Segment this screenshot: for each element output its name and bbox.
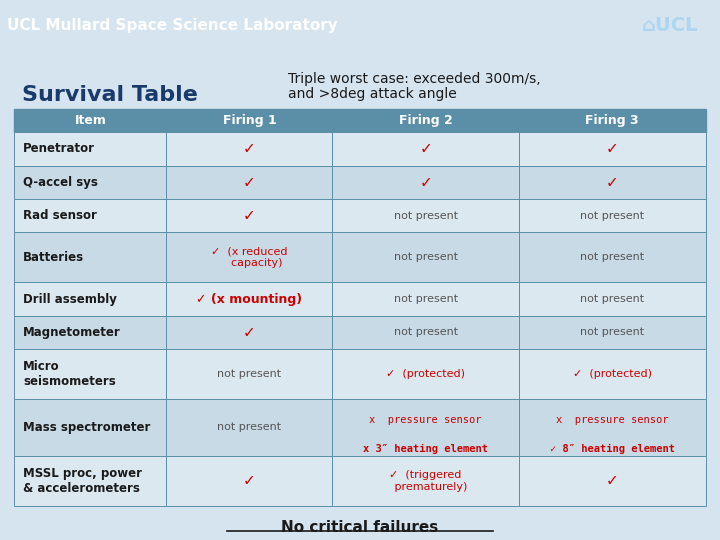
- FancyBboxPatch shape: [333, 399, 519, 456]
- Text: MSSL proc, power
& accelerometers: MSSL proc, power & accelerometers: [23, 467, 142, 495]
- Text: x 3″ heating element: x 3″ heating element: [363, 443, 488, 454]
- FancyBboxPatch shape: [333, 456, 519, 506]
- Text: and >8deg attack angle: and >8deg attack angle: [288, 87, 456, 101]
- Text: ✓: ✓: [419, 141, 432, 157]
- Text: UCL Mullard Space Science Laboratory: UCL Mullard Space Science Laboratory: [7, 18, 338, 32]
- FancyBboxPatch shape: [519, 349, 706, 399]
- Text: x  pressure sensor: x pressure sensor: [369, 415, 482, 426]
- FancyBboxPatch shape: [333, 349, 519, 399]
- FancyBboxPatch shape: [166, 132, 333, 166]
- Text: ⌂UCL: ⌂UCL: [642, 16, 698, 35]
- FancyBboxPatch shape: [166, 282, 333, 316]
- FancyBboxPatch shape: [14, 456, 166, 506]
- FancyBboxPatch shape: [14, 109, 166, 132]
- Text: ✓: ✓: [243, 208, 256, 223]
- Text: not present: not present: [394, 294, 458, 304]
- FancyBboxPatch shape: [333, 199, 519, 232]
- Text: Penetrator: Penetrator: [23, 143, 95, 156]
- Text: not present: not present: [580, 211, 644, 221]
- Text: not present: not present: [580, 252, 644, 262]
- FancyBboxPatch shape: [166, 456, 333, 506]
- Text: not present: not present: [394, 327, 458, 338]
- FancyBboxPatch shape: [14, 166, 166, 199]
- FancyBboxPatch shape: [14, 199, 166, 232]
- Text: ✓: ✓: [243, 175, 256, 190]
- Text: ✓: ✓: [606, 141, 618, 157]
- FancyBboxPatch shape: [14, 232, 166, 282]
- Text: ✓ 8″ heating element: ✓ 8″ heating element: [550, 443, 675, 454]
- FancyBboxPatch shape: [166, 232, 333, 282]
- Text: Firing 2: Firing 2: [399, 114, 453, 127]
- Text: ✓  (x reduced
    capacity): ✓ (x reduced capacity): [211, 247, 288, 268]
- FancyBboxPatch shape: [14, 399, 166, 456]
- Text: ✓: ✓: [243, 325, 256, 340]
- FancyBboxPatch shape: [519, 316, 706, 349]
- Text: ✓  (triggered
   prematurely): ✓ (triggered prematurely): [384, 470, 467, 491]
- FancyBboxPatch shape: [14, 132, 166, 166]
- FancyBboxPatch shape: [166, 316, 333, 349]
- Text: Batteries: Batteries: [23, 251, 84, 264]
- Text: Magnetometer: Magnetometer: [23, 326, 121, 339]
- Text: Triple worst case: exceeded 300m/s,: Triple worst case: exceeded 300m/s,: [288, 72, 541, 86]
- Text: not present: not present: [580, 294, 644, 304]
- Text: Micro
seismometers: Micro seismometers: [23, 360, 116, 388]
- Text: ✓  (protected): ✓ (protected): [386, 369, 465, 379]
- Text: not present: not present: [217, 422, 282, 433]
- Text: x  pressure sensor: x pressure sensor: [556, 415, 669, 426]
- Text: Mass spectrometer: Mass spectrometer: [23, 421, 150, 434]
- Text: No critical failures: No critical failures: [282, 520, 438, 535]
- FancyBboxPatch shape: [519, 232, 706, 282]
- Text: ✓ (x mounting): ✓ (x mounting): [197, 293, 302, 306]
- FancyBboxPatch shape: [333, 109, 519, 132]
- FancyBboxPatch shape: [519, 282, 706, 316]
- Text: ✓: ✓: [243, 473, 256, 488]
- FancyBboxPatch shape: [519, 109, 706, 132]
- Text: Rad sensor: Rad sensor: [23, 209, 97, 222]
- FancyBboxPatch shape: [14, 316, 166, 349]
- Text: ✓: ✓: [606, 175, 618, 190]
- Text: not present: not present: [217, 369, 282, 379]
- Text: Item: Item: [74, 114, 107, 127]
- Text: Firing 3: Firing 3: [585, 114, 639, 127]
- FancyBboxPatch shape: [333, 316, 519, 349]
- FancyBboxPatch shape: [333, 282, 519, 316]
- Text: ✓  (protected): ✓ (protected): [573, 369, 652, 379]
- FancyBboxPatch shape: [166, 166, 333, 199]
- FancyBboxPatch shape: [14, 349, 166, 399]
- FancyBboxPatch shape: [166, 349, 333, 399]
- FancyBboxPatch shape: [519, 132, 706, 166]
- FancyBboxPatch shape: [519, 399, 706, 456]
- FancyBboxPatch shape: [519, 166, 706, 199]
- Text: ✓: ✓: [419, 175, 432, 190]
- FancyBboxPatch shape: [166, 109, 333, 132]
- Text: not present: not present: [394, 252, 458, 262]
- Text: ✓: ✓: [606, 473, 618, 488]
- FancyBboxPatch shape: [166, 399, 333, 456]
- FancyBboxPatch shape: [14, 282, 166, 316]
- FancyBboxPatch shape: [166, 199, 333, 232]
- Text: Firing 1: Firing 1: [222, 114, 276, 127]
- FancyBboxPatch shape: [519, 199, 706, 232]
- Text: not present: not present: [394, 211, 458, 221]
- Text: Survival Table: Survival Table: [22, 84, 197, 105]
- Text: not present: not present: [580, 327, 644, 338]
- FancyBboxPatch shape: [333, 232, 519, 282]
- Text: ✓: ✓: [243, 141, 256, 157]
- FancyBboxPatch shape: [519, 456, 706, 506]
- Text: Q-accel sys: Q-accel sys: [23, 176, 98, 189]
- Text: Drill assembly: Drill assembly: [23, 293, 117, 306]
- FancyBboxPatch shape: [333, 132, 519, 166]
- FancyBboxPatch shape: [333, 166, 519, 199]
